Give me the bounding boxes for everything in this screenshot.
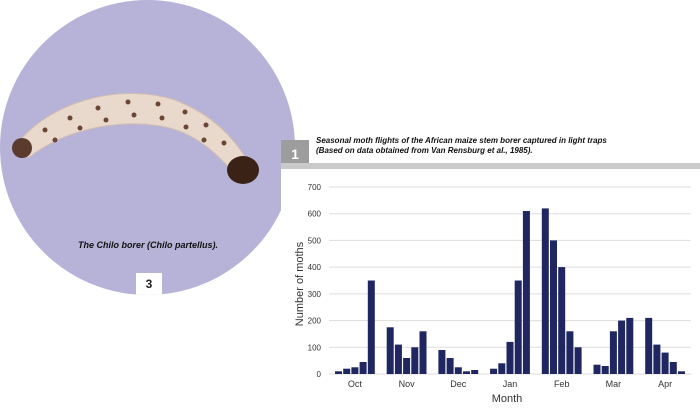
y-tick-label: 200 [308, 317, 322, 326]
y-tick-label: 400 [308, 263, 322, 272]
bar-nov-1 [386, 327, 394, 375]
figure-caption: Seasonal moth flights of the African mai… [316, 136, 696, 156]
bar-feb-5 [574, 347, 582, 374]
bar-mar-2 [601, 366, 609, 374]
bar-dec-3 [454, 367, 462, 374]
caterpillar-illustration [12, 92, 259, 184]
y-tick-label: 600 [308, 210, 322, 219]
bar-nov-4 [411, 347, 419, 374]
bar-feb-3 [558, 267, 566, 374]
y-tick-label: 300 [308, 290, 322, 299]
x-tick-label: Nov [399, 379, 416, 389]
bar-oct-5 [367, 280, 375, 374]
y-tick-label: 700 [308, 183, 322, 192]
axis-layer: 0 100 200 300 400 500 600 700 Oct Nov Dec Jan Feb Mar… [308, 183, 672, 389]
bar-feb-4 [566, 331, 574, 374]
bar-nov-3 [403, 358, 411, 374]
photo-caption-end: ). [212, 240, 219, 250]
bar-mar-3 [609, 331, 617, 374]
bar-dec-5 [471, 370, 479, 374]
bar-oct-2 [343, 368, 351, 374]
bar-feb-1 [541, 208, 549, 374]
bar-apr-3 [661, 352, 669, 374]
photo-caption-species: Chilo partellus [149, 240, 213, 250]
bars-layer [335, 208, 685, 375]
y-tick-label: 0 [317, 370, 322, 379]
bar-nov-5 [419, 331, 427, 374]
bar-jan-1 [490, 368, 498, 374]
bar-chart: 0 100 200 300 400 500 600 700 Oct Nov Dec Jan Feb Mar… [294, 183, 691, 405]
bar-jan-4 [514, 280, 522, 374]
x-axis-label: Month [492, 393, 523, 405]
photo-number-badge: 3 [136, 273, 162, 295]
x-tick-label: Jan [503, 379, 518, 389]
x-tick-label: Dec [450, 379, 467, 389]
y-tick-label: 100 [308, 343, 322, 352]
bar-dec-1 [438, 350, 446, 374]
x-tick-label: Mar [606, 379, 622, 389]
bar-oct-1 [335, 371, 342, 374]
figure-caption-line-2: (Based on data obtained from Van Rensbur… [316, 146, 533, 155]
bar-dec-2 [446, 358, 454, 374]
bar-oct-4 [359, 362, 367, 374]
bar-mar-4 [618, 320, 626, 374]
bar-apr-2 [653, 344, 661, 374]
bar-apr-5 [678, 371, 685, 374]
x-tick-label: Apr [658, 379, 672, 389]
bar-mar-5 [626, 317, 634, 374]
bar-jan-2 [498, 363, 506, 374]
figure-caption-line-1: Seasonal moth flights of the African mai… [316, 136, 607, 145]
bar-feb-2 [550, 240, 557, 374]
bar-apr-1 [645, 317, 653, 374]
caterpillar-photo: The Chilo borer (Chilo partellus). 3 [0, 0, 295, 295]
bar-apr-4 [669, 362, 677, 374]
bar-oct-3 [351, 367, 359, 374]
x-tick-label: Feb [554, 379, 570, 389]
bar-mar-1 [593, 364, 601, 374]
bar-nov-2 [394, 344, 402, 374]
bar-jan-5 [522, 211, 530, 374]
bar-dec-4 [463, 371, 470, 374]
photo-caption: The Chilo borer (Chilo partellus). [58, 240, 238, 250]
y-axis-label: Number of moths [294, 241, 306, 326]
x-tick-label: Oct [348, 379, 363, 389]
figure-number-badge: 1 [281, 140, 309, 167]
figure-header-strip [281, 163, 700, 169]
photo-caption-text: The Chilo borer ( [77, 240, 150, 250]
y-tick-label: 500 [308, 236, 322, 245]
bar-jan-3 [506, 341, 514, 374]
